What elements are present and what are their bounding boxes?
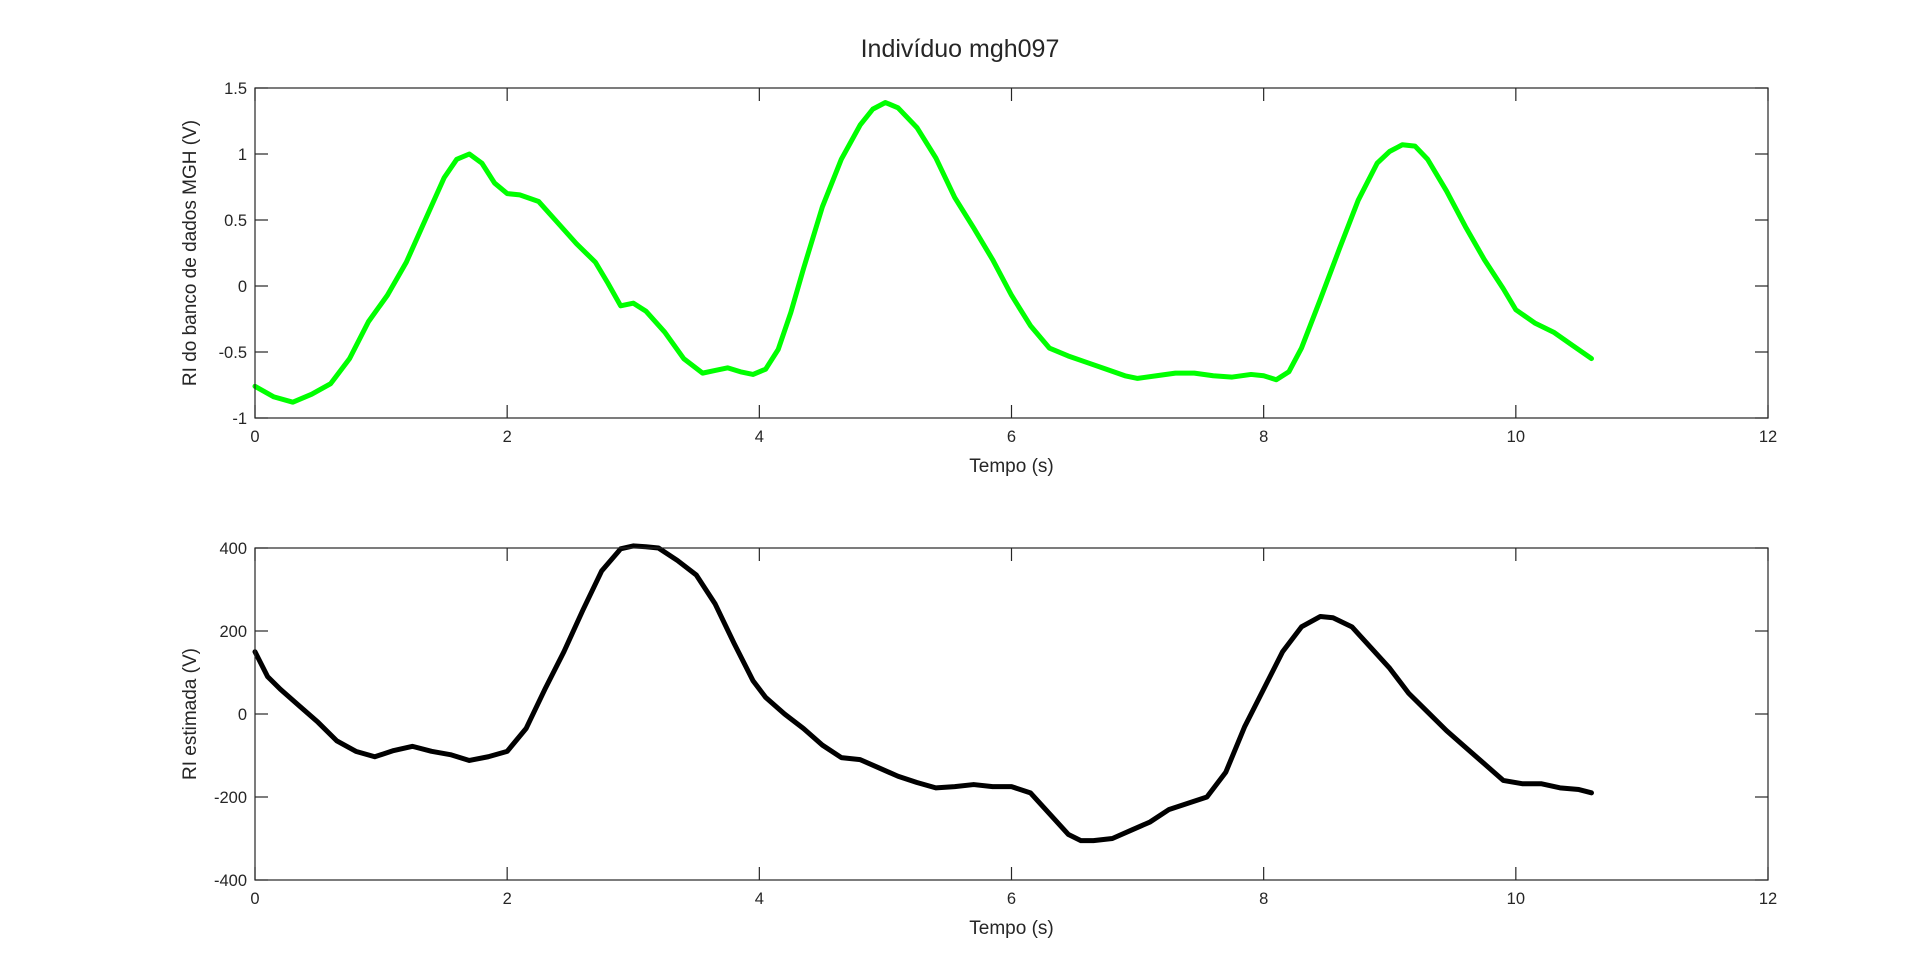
x-axis-label-1: Tempo (s) <box>969 918 1053 939</box>
x-tick-label-0-3: 6 <box>1007 428 1016 446</box>
y-tick-label-0-1: -0.5 <box>219 344 247 362</box>
y-tick-label-0-4: 1 <box>238 146 247 164</box>
y-axis-label-0: RI do banco de dados MGH (V) <box>180 120 201 386</box>
plot-top: 0 2 4 6 8 10 12 -1 -0.5 0 0.5 1 1.5 Tempo (s) RI do ba… <box>180 80 1777 477</box>
y-tick-label-1-2: 0 <box>238 706 247 724</box>
x-tick-label-0-1: 2 <box>503 428 512 446</box>
x-tick-label-0-6: 12 <box>1759 428 1777 446</box>
y-tick-label-0-2: 0 <box>238 278 247 296</box>
x-axis-label-0: Tempo (s) <box>969 456 1053 477</box>
y-tick-label-0-5: 1.5 <box>224 80 247 98</box>
x-tick-label-0-0: 0 <box>250 428 259 446</box>
x-tick-label-0-2: 4 <box>755 428 764 446</box>
y-axis-label-1: RI estimada (V) <box>180 648 201 780</box>
y-tick-label-1-0: -400 <box>214 872 247 890</box>
plot-bottom: 0 2 4 6 8 10 12 -400 -200 0 200 400 Tempo (s) RI esti… <box>180 540 1777 939</box>
x-tick-label-1-1: 2 <box>503 890 512 908</box>
y-tick-label-0-0: -1 <box>232 410 247 428</box>
series-line-1-0 <box>252 543 1594 844</box>
x-tick-label-1-2: 4 <box>755 890 764 908</box>
x-tick-label-0-4: 8 <box>1259 428 1268 446</box>
y-tick-label-1-3: 200 <box>219 623 247 641</box>
y-tick-label-1-4: 400 <box>219 540 247 558</box>
x-tick-label-1-3: 6 <box>1007 890 1016 908</box>
y-tick-label-0-3: 0.5 <box>224 212 247 230</box>
x-tick-label-1-6: 12 <box>1759 890 1777 908</box>
y-tick-label-1-1: -200 <box>214 789 247 807</box>
x-tick-label-1-0: 0 <box>250 890 259 908</box>
x-tick-label-1-5: 10 <box>1507 890 1525 908</box>
x-tick-label-1-4: 8 <box>1259 890 1268 908</box>
series-line-0-0 <box>252 100 1594 405</box>
x-tick-label-0-5: 10 <box>1507 428 1525 446</box>
figure-title: Indivíduo mgh097 <box>861 35 1060 63</box>
